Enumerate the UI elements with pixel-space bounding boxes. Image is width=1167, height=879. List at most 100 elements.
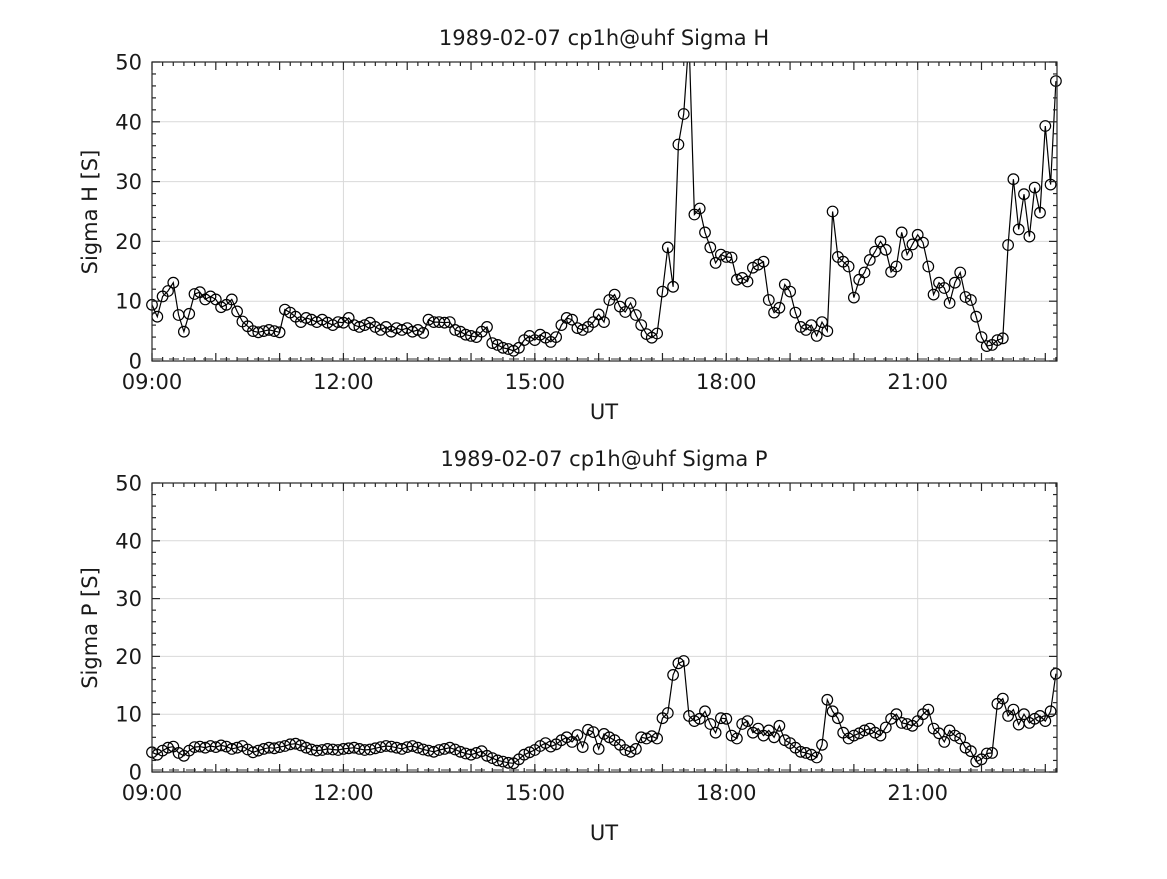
- data-point: [879, 243, 892, 256]
- y-tick-label: 40: [115, 110, 142, 134]
- data-point: [699, 226, 711, 239]
- data-point: [949, 276, 961, 289]
- data-point: [848, 729, 860, 742]
- sigma-h-plot-area: 09:00 12:00 15:00 18:00 21:00 0 10 20 30 40 50: [115, 51, 1062, 395]
- data-point: [449, 743, 462, 756]
- data-point: [794, 745, 807, 758]
- data-point: [667, 669, 679, 681]
- data-point: [842, 260, 855, 273]
- data-point: [443, 741, 456, 754]
- data-point: [704, 241, 717, 254]
- data-point: [486, 337, 499, 350]
- data-point: [651, 327, 663, 340]
- data-point: [863, 253, 876, 266]
- x-tick-label: 09:00: [122, 370, 183, 394]
- data-point: [1028, 181, 1041, 194]
- data-point: [1018, 708, 1030, 721]
- data-point: [954, 732, 967, 745]
- data-point: [773, 301, 786, 314]
- x-tick-label: 15:00: [505, 370, 566, 394]
- data-point: [449, 324, 462, 336]
- data-point: [560, 312, 573, 324]
- data-point: [1007, 173, 1020, 186]
- data-point: [215, 739, 228, 752]
- data-point: [895, 717, 908, 729]
- data-point: [481, 321, 493, 333]
- data-point: [965, 294, 977, 306]
- data-point: [816, 738, 828, 751]
- data-point: [741, 715, 754, 727]
- data-point: [789, 306, 802, 319]
- data-point: [699, 705, 711, 718]
- x-tick-label: 12:00: [313, 370, 374, 394]
- data-point: [661, 241, 674, 254]
- data-point: [1018, 188, 1030, 201]
- data-point: [720, 250, 733, 263]
- data-point: [895, 226, 908, 239]
- data-point: [821, 325, 834, 338]
- y-tick-label: 30: [115, 170, 142, 194]
- data-point: [890, 260, 903, 273]
- data-point: [826, 205, 839, 218]
- data-point: [720, 712, 733, 725]
- data-point: [300, 741, 313, 754]
- data-point: [518, 748, 531, 761]
- data-point: [869, 726, 881, 739]
- data-point: [1012, 223, 1025, 236]
- data-point: [502, 756, 515, 769]
- sigma-h-tick-labels: 09:00 12:00 15:00 18:00 21:00 0 10 20 30 40 50: [115, 51, 948, 395]
- data-point: [273, 741, 286, 753]
- data-point: [938, 736, 951, 748]
- y-tick-label: 30: [115, 587, 142, 611]
- sigma-h-series: [146, 62, 1062, 357]
- data-point: [922, 260, 935, 273]
- data-point: [295, 739, 307, 752]
- data-point: [183, 307, 196, 320]
- data-point: [991, 334, 1004, 347]
- data-point: [996, 332, 1009, 345]
- data-point: [252, 326, 265, 339]
- y-tick-label: 10: [115, 290, 142, 314]
- data-point: [635, 319, 648, 332]
- data-point: [592, 743, 605, 755]
- data-point: [481, 749, 493, 762]
- data-point: [156, 744, 169, 757]
- sigma-p-axes: [151, 482, 1058, 773]
- data-point: [619, 306, 632, 318]
- data-point: [630, 743, 642, 755]
- data-point: [268, 325, 281, 338]
- data-point: [709, 257, 722, 269]
- data-point: [1023, 230, 1036, 243]
- data-point: [762, 294, 775, 306]
- data-point: [917, 236, 929, 249]
- sigma-p-series-line: [152, 660, 1057, 764]
- x-tick-label: 18:00: [696, 781, 757, 805]
- data-point: [980, 747, 993, 760]
- data-point: [491, 754, 504, 767]
- data-point: [231, 305, 244, 318]
- data-point: [688, 715, 701, 727]
- y-tick-label: 50: [115, 51, 142, 75]
- data-point: [289, 737, 302, 750]
- data-point: [162, 285, 174, 297]
- data-point: [550, 331, 562, 344]
- sigma-h-grid: [152, 62, 1057, 361]
- data-point: [879, 721, 892, 734]
- data-point: [996, 692, 1009, 705]
- sigma-h-y-axis-label: Sigma H [S]: [78, 150, 102, 275]
- sigma-h-axes: [151, 61, 1058, 362]
- data-point: [821, 693, 834, 706]
- data-point: [1034, 206, 1046, 219]
- data-point: [954, 266, 967, 279]
- data-point: [225, 743, 238, 755]
- x-tick-label: 21:00: [887, 781, 948, 805]
- y-tick-label: 20: [115, 230, 142, 254]
- y-tick-label: 0: [129, 350, 142, 374]
- sigma-p-chart: 1989-02-07 cp1h@uhf Sigma P Sigma P [S] …: [78, 447, 1062, 845]
- data-point: [598, 316, 610, 329]
- data-point: [582, 723, 594, 736]
- data-point: [1039, 120, 1052, 132]
- data-point: [874, 729, 887, 742]
- data-point: [608, 288, 621, 301]
